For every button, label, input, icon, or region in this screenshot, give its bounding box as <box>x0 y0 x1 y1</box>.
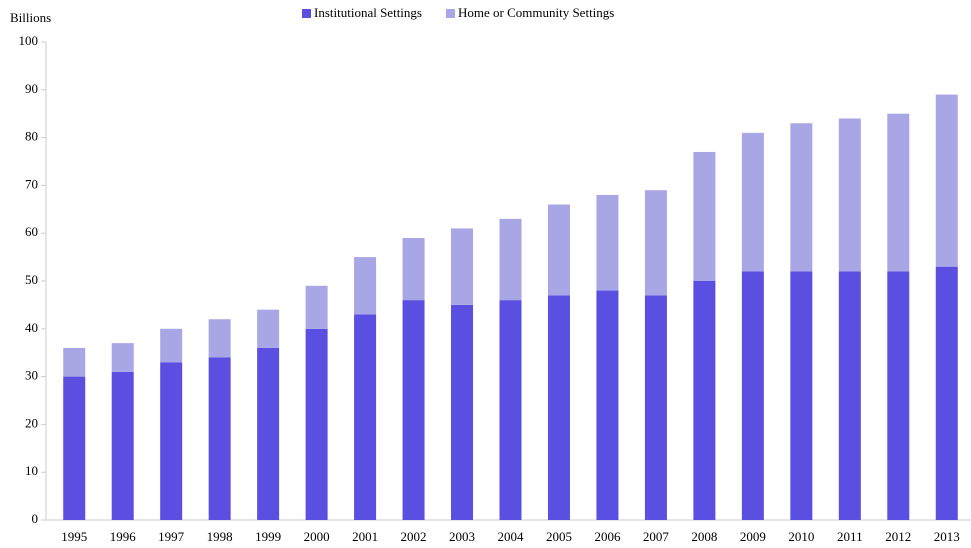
y-tick-label: 60 <box>25 224 38 239</box>
bar-segment <box>354 257 377 315</box>
bar-segment <box>208 319 231 358</box>
bar-segment <box>596 290 619 520</box>
x-tick-label: 2004 <box>498 529 525 544</box>
y-tick-label: 40 <box>25 320 38 335</box>
bar-segment <box>111 343 134 372</box>
bar-segment <box>63 376 86 520</box>
bar-segment <box>305 285 328 329</box>
x-tick-label: 2005 <box>546 529 572 544</box>
bar-segment <box>741 271 764 520</box>
x-tick-label: 2001 <box>352 529 378 544</box>
bar-segment <box>160 328 183 363</box>
bar-segment <box>257 309 280 348</box>
bar-segment <box>305 328 328 520</box>
bar-segment <box>208 357 231 520</box>
y-tick-label: 100 <box>19 33 39 48</box>
bar-segment <box>693 151 716 281</box>
x-tick-label: 2003 <box>449 529 475 544</box>
bar-segment <box>935 94 958 267</box>
x-tick-label: 2012 <box>885 529 911 544</box>
x-tick-label: 1995 <box>61 529 87 544</box>
legend-label: Institutional Settings <box>314 5 422 20</box>
bar-segment <box>644 190 667 296</box>
x-tick-label: 2011 <box>837 529 863 544</box>
x-tick-label: 1999 <box>255 529 281 544</box>
y-tick-label: 0 <box>32 511 39 526</box>
bar-segment <box>111 371 134 520</box>
bar-segment <box>644 295 667 520</box>
bar-segment <box>160 362 183 520</box>
bar-segment <box>547 204 570 296</box>
bar-segment <box>402 237 425 301</box>
bar-segment <box>451 228 474 305</box>
bar-segment <box>354 314 377 520</box>
x-tick-label: 2007 <box>643 529 670 544</box>
bar-segment <box>887 271 910 520</box>
legend-swatch <box>445 9 455 18</box>
bar-segment <box>63 347 86 377</box>
bar-segment <box>499 300 522 520</box>
bar-segment <box>451 304 474 520</box>
y-tick-label: 80 <box>25 129 38 144</box>
bar-segment <box>838 271 861 520</box>
bar-segment <box>693 281 716 520</box>
x-tick-label: 1998 <box>207 529 233 544</box>
x-tick-label: 2013 <box>934 529 960 544</box>
x-tick-label: 2002 <box>401 529 427 544</box>
bar-segment <box>741 132 764 272</box>
x-tick-label: 2006 <box>594 529 621 544</box>
x-tick-label: 2009 <box>740 529 766 544</box>
bar-segment <box>547 295 570 520</box>
x-tick-label: 2010 <box>788 529 814 544</box>
legend-label: Home or Community Settings <box>458 5 614 20</box>
y-tick-label: 30 <box>25 368 38 383</box>
bar-segment <box>790 271 813 520</box>
bar-segment <box>499 218 522 301</box>
x-tick-label: 1997 <box>158 529 185 544</box>
x-tick-label: 2008 <box>691 529 717 544</box>
y-tick-label: 20 <box>25 415 38 430</box>
bar-segment <box>257 347 280 520</box>
bar-segment <box>887 113 910 272</box>
y-tick-label: 70 <box>25 176 38 191</box>
y-axis-label: Billions <box>10 10 51 25</box>
bar-segment <box>790 123 813 272</box>
bar-segment <box>935 266 958 520</box>
legend-swatch <box>302 9 311 18</box>
bar-segment <box>402 300 425 520</box>
y-tick-label: 50 <box>25 272 38 287</box>
y-tick-label: 10 <box>25 463 38 478</box>
x-tick-label: 2000 <box>304 529 330 544</box>
bar-segment <box>838 118 861 272</box>
y-tick-label: 90 <box>25 81 38 96</box>
bar-segment <box>596 194 619 291</box>
x-tick-label: 1996 <box>110 529 137 544</box>
